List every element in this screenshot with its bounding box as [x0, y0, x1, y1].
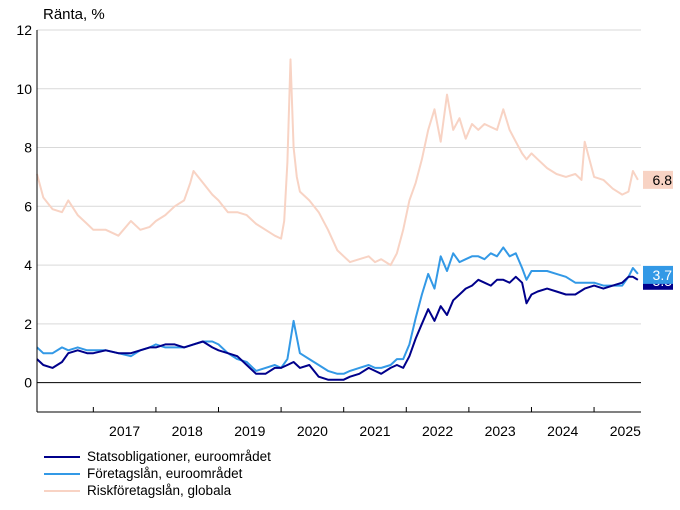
y-axis-label: Ränta, % [43, 6, 105, 23]
y-axis-ticks: 0 2 4 6 8 10 12 [16, 22, 32, 391]
legend-item-1: Företagslån, euroområdet [44, 465, 271, 482]
y-tick-label: 0 [24, 375, 32, 391]
legend-item-2: Riskföretagslån, globala [44, 482, 271, 499]
x-tick-label: 2019 [234, 423, 265, 439]
end-label-2: 6.8 [653, 172, 673, 188]
y-tick-label: 8 [24, 140, 32, 156]
x-tick-label: 2020 [297, 423, 328, 439]
x-tick-label: 2018 [172, 423, 203, 439]
x-tick-label: 2022 [422, 423, 453, 439]
legend-label-2: Riskföretagslån, globala [87, 483, 232, 498]
series-line-0 [36, 275, 639, 381]
y-tick-label: 2 [24, 316, 32, 332]
legend-label-1: Företagslån, euroområdet [87, 466, 243, 481]
legend-item-0: Statsobligationer, euroområdet [44, 448, 271, 465]
x-axis-ticks: 2017 2018 2019 2020 2021 2022 2023 2024 2025 [92, 407, 641, 439]
x-tick-label: 2023 [485, 423, 516, 439]
y-tick-label: 4 [24, 257, 32, 273]
x-tick-label: 2017 [109, 423, 140, 439]
x-tick-label: 2021 [359, 423, 390, 439]
legend-swatch-0 [44, 455, 80, 458]
end-labels: 3.53.76.8 [643, 170, 673, 290]
y-tick-label: 12 [16, 22, 32, 38]
end-label-bg-1 [643, 265, 673, 284]
legend-label-0: Statsobligationer, euroområdet [87, 449, 271, 464]
y-tick-label: 10 [16, 81, 32, 97]
legend-swatch-2 [44, 489, 80, 492]
y-tick-label: 6 [24, 198, 32, 214]
gridlines [37, 29, 641, 325]
series-line-2 [36, 58, 639, 267]
legend: Statsobligationer, euroområdet Företagsl… [44, 448, 271, 499]
legend-swatch-1 [44, 472, 80, 475]
series-line-1 [36, 246, 639, 375]
x-tick-label: 2025 [610, 423, 641, 439]
end-label-bg-2 [643, 170, 673, 189]
x-tick-label: 2024 [547, 423, 578, 439]
axes [36, 30, 641, 413]
end-label-1: 3.7 [653, 267, 673, 283]
series-lines [36, 58, 639, 381]
